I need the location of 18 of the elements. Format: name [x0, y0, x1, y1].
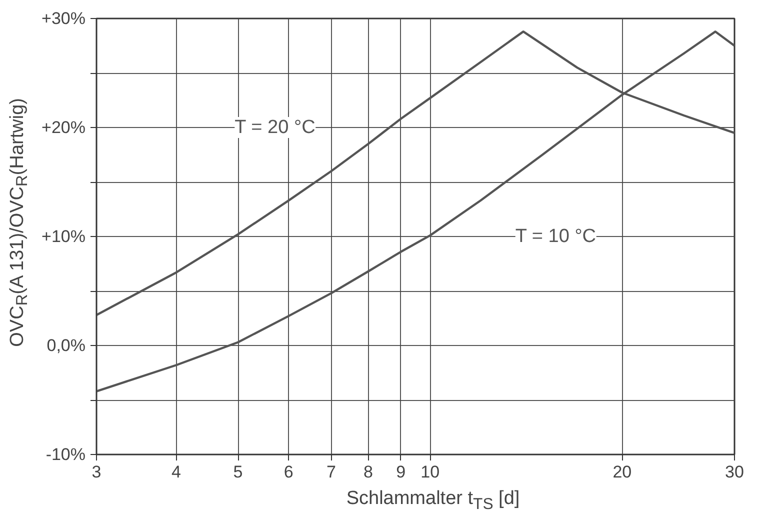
- y-tick-label: +20%: [42, 118, 86, 137]
- x-tick-label: 10: [420, 462, 440, 482]
- x-tick-label: 3: [92, 462, 102, 482]
- x-tick-label: 9: [396, 462, 406, 482]
- x-tick-label: 5: [233, 462, 243, 482]
- y-tick-label: +10%: [42, 227, 86, 246]
- y-tick-label: 0,0%: [46, 336, 86, 355]
- x-tick-label: 4: [171, 462, 181, 482]
- y-tick-label: -10%: [46, 445, 86, 464]
- series-label: T = 20 °C: [234, 117, 316, 138]
- x-tick-label: 6: [284, 462, 294, 482]
- x-axis-title: Schlammalter t$_{TS}$ [d]: [346, 488, 520, 513]
- x-tick-label: 8: [364, 462, 374, 482]
- x-tick-label: 20: [612, 462, 632, 482]
- y-tick-label: +30%: [42, 9, 86, 28]
- x-tick-label: 7: [326, 462, 336, 482]
- x-tick-label: 30: [725, 462, 744, 482]
- text: T = 10 °C: [515, 226, 596, 247]
